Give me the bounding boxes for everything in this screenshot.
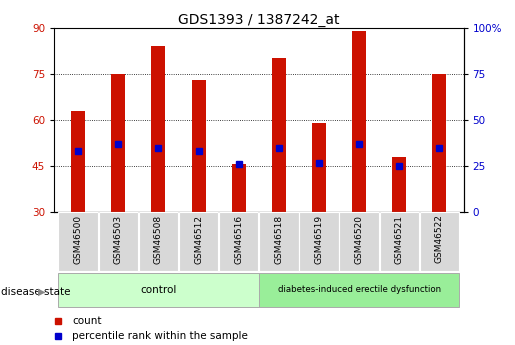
Bar (71, 111, 85, 212)
Text: GSM46521: GSM46521 (395, 215, 404, 264)
Bar (58, 273, 259, 307)
Text: disease state: disease state (1, 287, 71, 296)
Bar (151, 46, 165, 212)
Bar (111, 74, 125, 212)
Bar (232, 165, 246, 212)
Text: GSM46516: GSM46516 (234, 215, 243, 264)
Bar (339, 212, 379, 271)
Text: GSM46512: GSM46512 (194, 215, 203, 264)
Bar (179, 212, 218, 271)
Title: GDS1393 / 1387242_at: GDS1393 / 1387242_at (178, 12, 339, 27)
Bar (272, 58, 286, 212)
Text: GSM46500: GSM46500 (74, 215, 83, 264)
Text: count: count (73, 316, 102, 326)
Bar (312, 123, 326, 212)
Bar (352, 31, 366, 212)
Bar (420, 212, 459, 271)
Text: percentile rank within the sample: percentile rank within the sample (73, 331, 248, 341)
Text: control: control (140, 285, 177, 295)
Bar (433, 74, 447, 212)
Text: GSM46520: GSM46520 (355, 215, 364, 264)
Text: GSM46518: GSM46518 (274, 215, 283, 264)
Text: GSM46503: GSM46503 (114, 215, 123, 264)
Bar (59, 212, 98, 271)
Bar (219, 212, 259, 271)
Text: GSM46522: GSM46522 (435, 215, 444, 263)
Bar (380, 212, 419, 271)
Bar (139, 212, 178, 271)
Text: ▶: ▶ (38, 287, 45, 296)
Bar (99, 212, 138, 271)
Bar (259, 273, 459, 307)
Text: GSM46508: GSM46508 (154, 215, 163, 264)
Bar (259, 212, 299, 271)
Bar (392, 157, 406, 212)
Text: GSM46519: GSM46519 (315, 215, 323, 264)
Text: diabetes-induced erectile dysfunction: diabetes-induced erectile dysfunction (278, 285, 441, 294)
Bar (299, 212, 339, 271)
Bar (192, 80, 205, 212)
